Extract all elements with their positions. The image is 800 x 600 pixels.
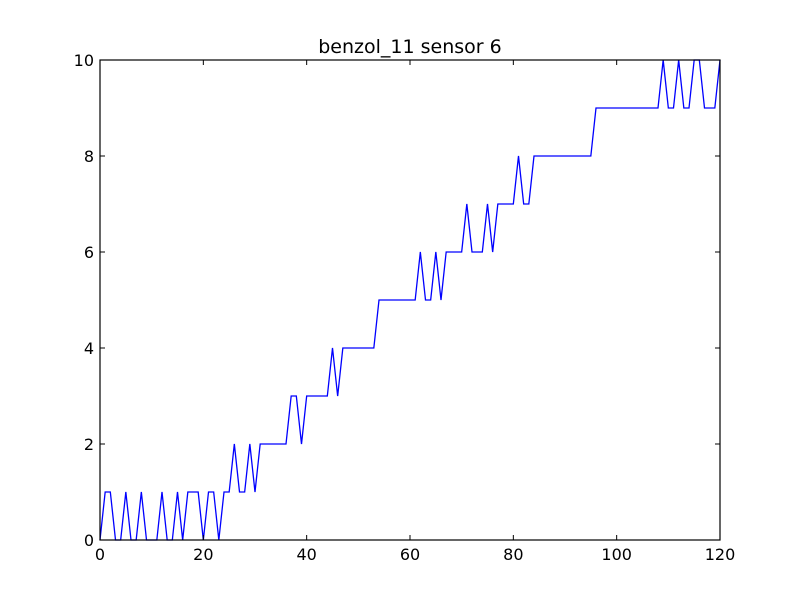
y-tick-label: 8	[84, 147, 94, 166]
x-tick-label: 80	[503, 545, 523, 564]
x-tick-label: 60	[400, 545, 420, 564]
x-tick-label: 20	[193, 545, 213, 564]
x-tick-label: 120	[705, 545, 736, 564]
x-tick-label: 100	[601, 545, 632, 564]
y-tick-label: 2	[84, 435, 94, 454]
y-tick-label: 0	[84, 531, 94, 550]
x-tick-label: 0	[95, 545, 105, 564]
series-line-1	[99, 59, 721, 541]
chart-title: benzol_11 sensor 6	[318, 36, 501, 58]
y-tick-label: 4	[84, 339, 94, 358]
plot-area: 0 20 40 60 80 100 120 0 2 4 6 8 10	[74, 51, 736, 564]
x-tick-label: 40	[296, 545, 316, 564]
y-tick-label: 10	[74, 51, 94, 70]
y-tick-label: 6	[84, 243, 94, 262]
